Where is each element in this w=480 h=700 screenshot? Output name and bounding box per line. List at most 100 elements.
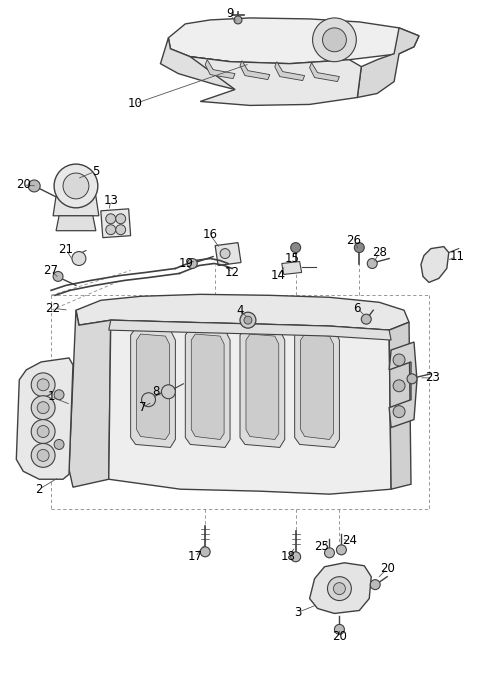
Polygon shape [109,320,391,340]
Circle shape [31,373,55,397]
Circle shape [54,440,64,449]
Circle shape [291,243,300,253]
Circle shape [324,548,335,558]
Polygon shape [389,322,411,489]
Circle shape [335,624,344,634]
Circle shape [393,406,405,418]
Circle shape [31,395,55,419]
Circle shape [54,390,64,400]
Circle shape [334,582,346,594]
Polygon shape [215,243,241,265]
Text: 26: 26 [346,234,361,247]
Text: 6: 6 [354,302,361,315]
Text: 25: 25 [314,540,329,554]
Polygon shape [137,334,169,440]
Circle shape [354,243,364,253]
Circle shape [370,580,380,589]
Polygon shape [275,62,305,80]
Text: 24: 24 [342,534,357,547]
Polygon shape [300,334,334,440]
Text: 3: 3 [294,606,301,619]
Circle shape [116,214,126,224]
Text: 13: 13 [103,195,118,207]
Text: 12: 12 [225,266,240,279]
Polygon shape [76,294,409,330]
Text: 22: 22 [46,302,60,315]
Text: 20: 20 [16,178,31,192]
Circle shape [116,225,126,235]
Polygon shape [295,328,339,447]
Text: 19: 19 [179,257,194,270]
Circle shape [220,248,230,258]
Circle shape [327,577,351,601]
Circle shape [336,545,347,555]
Text: 20: 20 [332,630,347,643]
Text: 15: 15 [284,252,299,265]
Text: 7: 7 [139,401,146,414]
Circle shape [106,225,116,235]
Polygon shape [131,328,175,447]
Polygon shape [190,57,361,106]
Circle shape [161,385,175,399]
Polygon shape [69,310,111,487]
Polygon shape [56,216,96,231]
Circle shape [407,374,417,384]
Polygon shape [240,61,270,80]
Polygon shape [101,209,131,238]
Text: 16: 16 [203,228,217,242]
Text: 9: 9 [226,8,234,20]
Text: 17: 17 [188,550,203,564]
Text: 11: 11 [449,250,464,263]
Circle shape [31,419,55,444]
Text: 5: 5 [92,164,99,178]
Circle shape [37,426,49,438]
Circle shape [323,28,347,52]
Polygon shape [160,38,235,90]
Polygon shape [109,320,391,494]
Circle shape [37,402,49,414]
Text: 20: 20 [380,562,395,575]
Circle shape [234,16,242,24]
Circle shape [200,547,210,556]
Circle shape [244,316,252,324]
Circle shape [54,164,98,208]
Polygon shape [310,563,371,613]
Polygon shape [246,334,279,440]
Circle shape [31,444,55,468]
Text: 14: 14 [270,269,285,282]
Polygon shape [192,334,224,440]
Circle shape [361,314,371,324]
Text: 18: 18 [280,550,295,564]
Text: 28: 28 [372,246,386,259]
Polygon shape [168,18,419,64]
Circle shape [106,214,116,224]
Circle shape [367,258,377,269]
Circle shape [53,272,63,281]
Circle shape [142,393,156,407]
Circle shape [72,251,86,265]
Text: 2: 2 [36,483,43,496]
Polygon shape [310,63,339,82]
Polygon shape [282,262,301,274]
Text: 8: 8 [152,385,159,398]
Polygon shape [357,28,419,97]
Circle shape [187,258,197,269]
Polygon shape [16,358,73,480]
Circle shape [240,312,256,328]
Circle shape [63,173,89,199]
Circle shape [291,552,300,562]
Text: 21: 21 [59,243,73,256]
Polygon shape [205,60,235,78]
Circle shape [37,449,49,461]
Polygon shape [421,246,449,282]
Polygon shape [53,196,99,216]
Circle shape [393,380,405,392]
Circle shape [312,18,356,62]
Circle shape [28,180,40,192]
Text: 27: 27 [44,264,59,277]
Polygon shape [240,328,285,447]
Circle shape [37,379,49,391]
Circle shape [393,354,405,366]
Polygon shape [185,328,230,447]
Text: 1: 1 [48,390,55,403]
